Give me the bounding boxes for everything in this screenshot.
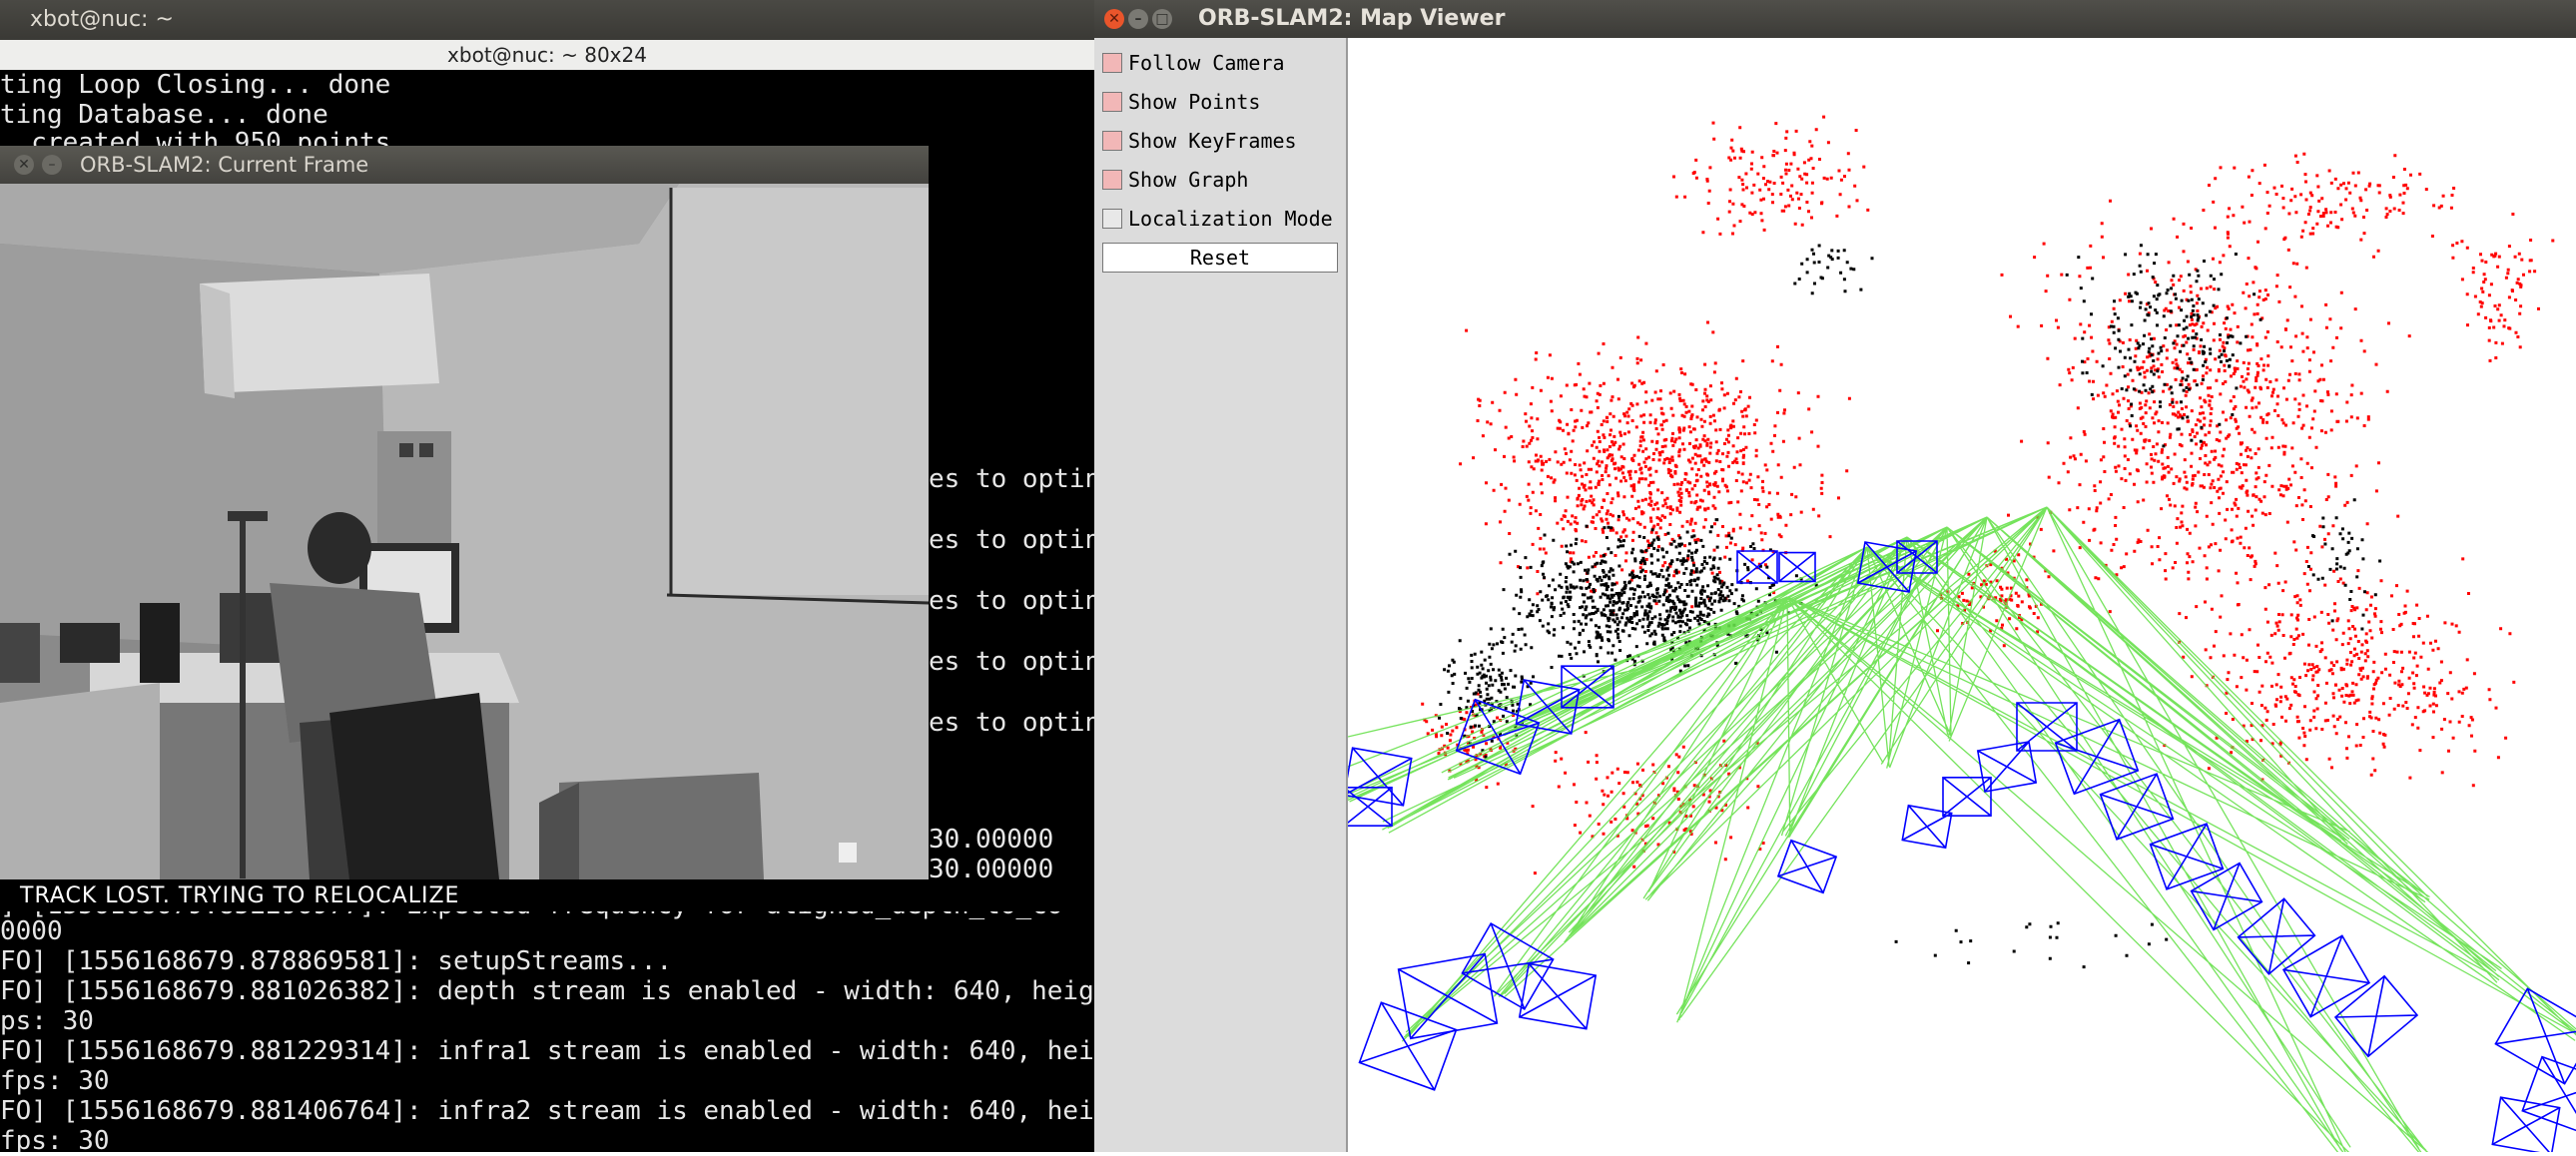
localization-mode-checkbox[interactable] [1102, 209, 1122, 229]
terminal-line: es to optin [929, 464, 1094, 494]
show-points-option[interactable]: Show Points [1102, 88, 1342, 116]
keyframe-marker [2190, 862, 2263, 931]
terminal-line: 30.00000 [929, 855, 1054, 884]
terminal-line: fps: 30 [0, 1126, 110, 1152]
terminal-line: ting Database... done [0, 100, 328, 130]
show-graph-checkbox[interactable] [1102, 170, 1122, 190]
show-keyframes-option[interactable]: Show KeyFrames [1102, 127, 1342, 155]
reset-button[interactable]: Reset [1102, 243, 1338, 273]
terminal-line: fps: 30 [0, 1066, 110, 1096]
show-points-label: Show Points [1128, 90, 1261, 114]
follow-camera-label: Follow Camera [1128, 51, 1285, 75]
keyframe-marker [2016, 702, 2078, 752]
current-frame-titlebar[interactable]: ✕ – ORB-SLAM2: Current Frame [0, 146, 929, 184]
show-graph-label: Show Graph [1128, 168, 1249, 192]
keyframe-marker [1343, 787, 1393, 827]
keyframe-marker [1518, 962, 1598, 1030]
keyframe-marker [1461, 922, 1555, 1010]
keyframe-marker [1896, 540, 1938, 574]
covisibility-graph [1341, 506, 2576, 1156]
show-keyframes-label: Show KeyFrames [1128, 129, 1297, 153]
terminal-line: FO] [1556168679.881406764]: infra2 strea… [0, 1096, 1094, 1126]
close-icon[interactable]: ✕ [1104, 9, 1124, 29]
keyframe-marker [1455, 698, 1541, 776]
terminal-line: es to optin [929, 708, 1094, 738]
maximize-icon[interactable]: □ [1152, 9, 1172, 29]
terminal-topbar: xbot@nuc: ~ [0, 0, 1094, 40]
show-points-checkbox[interactable] [1102, 92, 1122, 112]
keyframe-marker [2491, 1096, 2561, 1156]
minimize-icon[interactable]: – [42, 155, 62, 175]
camera-frame-image [0, 184, 929, 879]
keyframe-marker [1776, 839, 1838, 894]
current-frame-title: ORB-SLAM2: Current Frame [80, 153, 369, 177]
map-viewer-control-panel: Follow Camera Show Points Show KeyFrames… [1094, 38, 1348, 1152]
terminal-line: ps: 30 [0, 1006, 94, 1036]
keyframe-marker [1515, 679, 1581, 735]
keyframe-marker [1976, 741, 2038, 793]
keyframe-marker [1358, 1001, 1458, 1091]
map-points-red [2000, 177, 2411, 644]
keyframe-marker [1343, 747, 1413, 807]
terminal-line: es to optin [929, 586, 1094, 616]
map-points-black [2306, 498, 2382, 631]
terminal-titlebar: xbot@nuc: ~ 80x24 [0, 40, 1094, 71]
terminal-line: 0000 [0, 916, 63, 946]
tracking-status-bar: TRACK LOST. TRYING TO RELOCALIZE [0, 881, 1094, 911]
follow-camera-option[interactable]: Follow Camera [1102, 49, 1342, 77]
map-viewer-title: ORB-SLAM2: Map Viewer [1198, 6, 1506, 31]
terminal-line: ting Loop Closing... done [0, 70, 391, 100]
keyframe-marker [2521, 1055, 2576, 1132]
map-points-red [2163, 557, 2516, 788]
keyframe-marker [2099, 773, 2175, 841]
map-viewer-titlebar[interactable]: ✕ – □ ORB-SLAM2: Map Viewer [1094, 0, 2576, 38]
close-icon[interactable]: ✕ [14, 155, 34, 175]
follow-camera-checkbox[interactable] [1102, 53, 1122, 73]
show-keyframes-checkbox[interactable] [1102, 131, 1122, 151]
keyframe-marker [1561, 665, 1614, 709]
map-points-black [1894, 921, 2169, 969]
keyframe-marker [2054, 718, 2140, 796]
map-points-red [1672, 115, 1870, 236]
terminal-line: FO] [1556168679.881229314]: infra1 strea… [0, 1036, 1094, 1066]
tracking-status-text: TRACK LOST. TRYING TO RELOCALIZE [20, 883, 460, 908]
keyframe-marker [1901, 804, 1953, 850]
terminal-line: es to optin [929, 525, 1094, 555]
show-graph-option[interactable]: Show Graph [1102, 166, 1342, 194]
keyframe-marker [2281, 934, 2371, 1018]
map-3d-canvas[interactable] [1341, 38, 2576, 1156]
terminal-window-title: xbot@nuc: ~ 80x24 [447, 43, 647, 67]
localization-mode-option[interactable]: Localization Mode [1102, 205, 1342, 233]
current-frame-window[interactable]: ✕ – ORB-SLAM2: Current Frame [0, 146, 929, 879]
map-point-cloud [1341, 115, 2576, 1156]
keyframe-marker [2237, 897, 2316, 975]
keyframe-marker [1778, 551, 1816, 583]
terminal-line: es to optin [929, 647, 1094, 677]
minimize-icon[interactable]: – [1128, 9, 1148, 29]
keyframe-marker [1942, 777, 1992, 817]
keyframe-marker [2333, 974, 2419, 1058]
camera-frame-scene [0, 184, 929, 879]
keyframe-marker [1856, 541, 1918, 593]
keyframe-marker [1736, 550, 1778, 584]
terminal-topbar-title: xbot@nuc: ~ [30, 7, 174, 32]
terminal-line: FO] [1556168679.881026382]: depth stream… [0, 976, 1094, 1006]
map-points-black [1793, 244, 1874, 295]
map-points-black [1490, 514, 1818, 678]
localization-mode-label: Localization Mode [1128, 207, 1333, 231]
keyframe-marker [2149, 823, 2225, 890]
terminal-line: FO] [1556168679.878869581]: setupStreams… [0, 946, 673, 976]
keyframe-marker [2494, 987, 2576, 1085]
map-viewer-window[interactable]: ✕ – □ ORB-SLAM2: Map Viewer Follow Camer… [1094, 0, 2576, 1156]
map-points-red [2208, 152, 2456, 242]
terminal-line: 30.00000 [929, 825, 1054, 855]
map-points-red [2451, 213, 2555, 362]
